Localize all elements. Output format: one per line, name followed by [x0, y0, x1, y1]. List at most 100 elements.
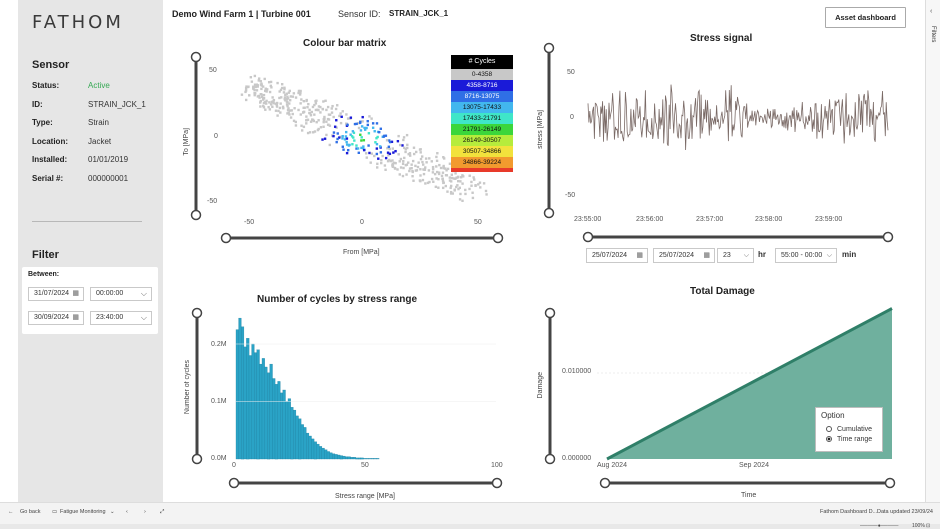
start-date-input[interactable]: 31/07/2024 ▦	[28, 287, 84, 301]
chevron-down-icon[interactable]: ⌵	[140, 289, 147, 298]
date-filter-card: Between: 31/07/2024 ▦ 00:00:00 ⌵ 30/09/2…	[22, 267, 158, 334]
end-time-select[interactable]: 23:40:00 ⌵	[90, 311, 152, 325]
matrix-y-slider-handle-start[interactable]	[190, 51, 202, 63]
back-arrow-icon[interactable]: ←	[8, 509, 14, 515]
matrix-cell	[268, 90, 272, 94]
matrix-cell	[394, 161, 397, 165]
cycles-y-slider-handle-end[interactable]	[191, 453, 203, 465]
matrix-cell	[478, 181, 482, 184]
matrix-cell	[265, 90, 268, 93]
chevron-down-icon[interactable]: ⌵	[826, 252, 832, 259]
legend-items: 0-4358 4358-8716 8716-13075 13075-17433 1743…	[451, 69, 513, 172]
matrix-y-slider-handle-end[interactable]	[190, 209, 202, 221]
matrix-cell	[286, 97, 290, 100]
filters-pane[interactable]: ‹ Filters	[925, 0, 940, 502]
fit-page-icon[interactable]: ⊡	[926, 523, 931, 529]
zoom-slider[interactable]: ─────●─────	[860, 523, 899, 529]
radio-unselected-icon[interactable]	[826, 426, 832, 432]
hour-select[interactable]: 23 ⌵	[717, 248, 754, 263]
cycles-x-slider-handle-end[interactable]	[491, 477, 503, 489]
matrix-cell	[302, 125, 306, 129]
page-tab[interactable]: Fatigue Monitoring	[60, 509, 106, 515]
matrix-cell	[324, 99, 327, 102]
matrix-cell	[472, 176, 475, 179]
chevron-down-icon[interactable]: ⌄	[110, 509, 115, 515]
matrix-xtick: 0	[360, 219, 364, 226]
damage-y-slider-handle-end[interactable]	[544, 453, 556, 465]
start-time-select[interactable]: 00:00:00 ⌵	[90, 287, 152, 301]
matrix-cell	[387, 145, 391, 148]
matrix-cell	[332, 134, 335, 138]
matrix-cell	[461, 182, 464, 185]
matrix-cell	[338, 136, 341, 139]
signal-y-slider-handle-end[interactable]	[543, 207, 555, 219]
matrix-cell	[448, 176, 452, 179]
damage-x-slider-handle-end[interactable]	[884, 477, 896, 489]
calendar-icon[interactable]: ▦	[636, 252, 643, 259]
legend-item: 26149-30507	[451, 135, 513, 146]
matrix-cell	[332, 131, 336, 134]
signal-y-slider-handle-start[interactable]	[543, 42, 555, 54]
signal-date-to-input[interactable]: 25/07/2024 ▦	[653, 248, 715, 263]
matrix-cell	[314, 100, 317, 103]
sensor-id-value: STRAIN_JCK_1	[389, 9, 449, 18]
matrix-cell	[321, 107, 325, 111]
radio-selected-icon[interactable]	[826, 436, 832, 442]
damage-y-slider-handle-start[interactable]	[544, 307, 556, 319]
sensor-row: Type: Strain	[32, 118, 157, 130]
matrix-cell	[402, 160, 405, 163]
matrix-x-slider-handle-end[interactable]	[492, 232, 504, 244]
matrix-cell	[294, 120, 297, 124]
signal-time-slider-handle-end[interactable]	[882, 231, 894, 243]
matrix-cell	[399, 166, 403, 169]
matrix-cell	[299, 89, 302, 93]
signal-time-slider-handle-start[interactable]	[582, 231, 594, 243]
calendar-icon[interactable]: ▦	[72, 314, 79, 321]
matrix-x-slider-handle-start[interactable]	[220, 232, 232, 244]
cycles-bar	[376, 458, 380, 460]
matrix-cell	[271, 96, 274, 99]
damage-x-slider-handle-start[interactable]	[599, 477, 611, 489]
matrix-cell	[453, 189, 456, 192]
end-date-input[interactable]: 30/09/2024 ▦	[28, 311, 84, 325]
cycles-x-slider-handle-start[interactable]	[228, 477, 240, 489]
matrix-cell	[287, 107, 290, 110]
matrix-cell	[313, 103, 316, 107]
matrix-cell	[314, 102, 318, 105]
matrix-cell	[420, 155, 424, 158]
matrix-cell	[412, 179, 415, 182]
matrix-cell	[388, 139, 391, 142]
cycles-y-slider-handle-start[interactable]	[191, 307, 203, 319]
asset-dashboard-button[interactable]: Asset dashboard	[825, 7, 906, 28]
matrix-cell	[440, 174, 444, 178]
matrix-cell	[468, 174, 471, 177]
next-page-icon[interactable]: ›	[144, 509, 146, 515]
calendar-icon[interactable]: ▦	[703, 252, 710, 259]
signal-date-from-input[interactable]: 25/07/2024 ▦	[586, 248, 648, 263]
calendar-icon[interactable]: ▦	[72, 290, 79, 297]
matrix-cell	[339, 112, 342, 115]
matrix-cell	[244, 90, 247, 94]
matrix-cell	[349, 133, 352, 136]
chevron-left-icon[interactable]: ‹	[930, 8, 933, 15]
matrix-cell	[253, 74, 257, 78]
expand-icon[interactable]: ⤢	[160, 509, 165, 515]
matrix-cell	[438, 163, 441, 167]
sensor-value: Active	[88, 81, 110, 90]
matrix-cell	[470, 180, 473, 184]
minute-range-select[interactable]: 55:00 - 00:00 ⌵	[775, 248, 837, 263]
matrix-cell	[380, 158, 383, 162]
matrix-cell	[362, 139, 366, 142]
option-cumulative[interactable]: Cumulative	[826, 426, 872, 433]
prev-page-icon[interactable]: ‹	[126, 509, 128, 515]
matrix-cell	[430, 177, 434, 181]
matrix-cell	[269, 103, 273, 106]
matrix-cell	[310, 110, 314, 114]
matrix-cell	[385, 139, 389, 142]
option-time-range[interactable]: Time range	[826, 436, 872, 443]
matrix-cell	[412, 146, 416, 149]
chevron-down-icon[interactable]: ⌵	[140, 313, 147, 322]
go-back-link[interactable]: Go back	[20, 509, 41, 515]
chevron-down-icon[interactable]: ⌵	[743, 252, 749, 259]
matrix-cell	[345, 151, 349, 155]
